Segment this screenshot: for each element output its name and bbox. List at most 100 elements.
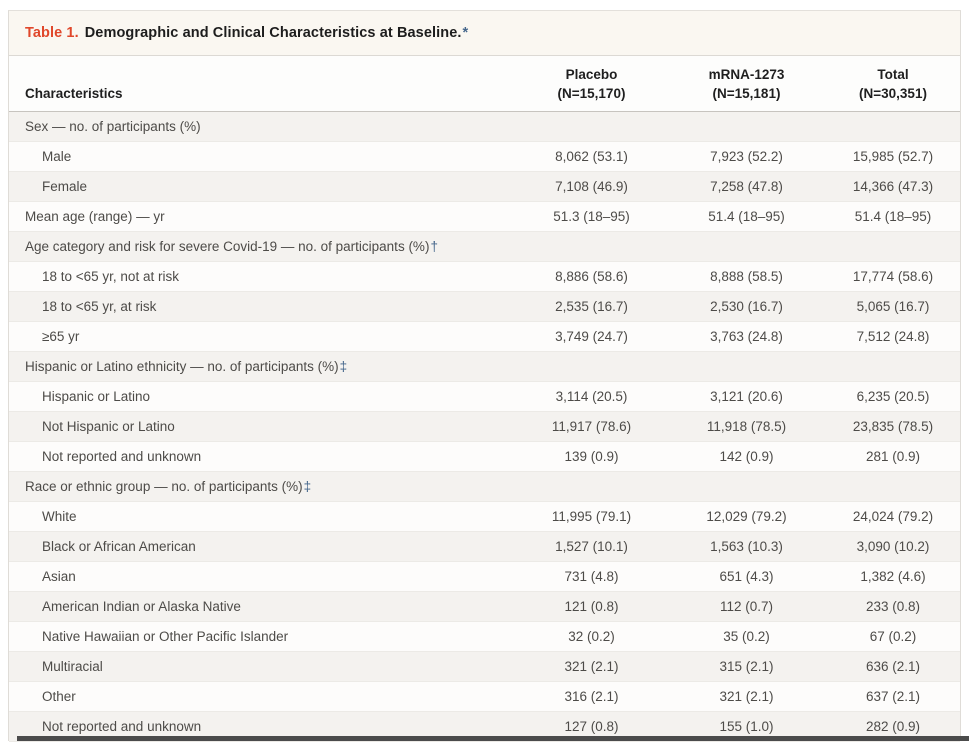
- table-row: Multiracial 321 (2.1) 315 (2.1) 636 (2.1): [9, 652, 960, 682]
- table-title-text: Demographic and Clinical Characteristics…: [84, 25, 462, 41]
- row-value: 7,258 (47.8): [710, 179, 783, 194]
- row-value: 7,108 (46.9): [555, 179, 628, 194]
- column-header-mrna-1273: mRNA-1273 (N=15,181): [669, 65, 824, 111]
- column-header-placebo: Placebo (N=15,170): [514, 65, 669, 111]
- table-row: Other 316 (2.1) 321 (2.1) 637 (2.1): [9, 682, 960, 712]
- row-label: Not Hispanic or Latino: [42, 419, 175, 434]
- row-label: White: [42, 509, 77, 524]
- row-value: 5,065 (16.7): [856, 299, 930, 314]
- row-label: Female: [42, 179, 88, 194]
- table-row: Female 7,108 (46.9) 7,258 (47.8) 14,366 (47…: [9, 172, 960, 202]
- row-value: 51.4 (18–95): [708, 209, 785, 224]
- row-value: 11,995 (79.1): [551, 509, 632, 524]
- table-row: American Indian or Alaska Native 121 (0.8…: [9, 592, 960, 622]
- table-number-label: Table 1.: [25, 25, 79, 41]
- table-row: Not Hispanic or Latino 11,917 (78.6) 11,91…: [9, 412, 960, 442]
- row-value: 67 (0.2): [869, 629, 917, 644]
- row-value: 316 (2.1): [564, 689, 619, 704]
- table-row: Age category and risk for severe Covid-1…: [9, 232, 960, 262]
- group-n: (N=15,181): [712, 86, 781, 102]
- table-title: Table 1. Demographic and Clinical Charac…: [9, 11, 960, 56]
- row-label: Hispanic or Latino ethnicity — no. of pa…: [25, 359, 348, 374]
- column-header-total: Total (N=30,351): [824, 65, 962, 111]
- row-value: 17,774 (58.6): [852, 269, 934, 284]
- title-footnote-asterisk: *: [462, 25, 469, 41]
- table-row: 18 to <65 yr, not at risk 8,886 (58.6) 8,8…: [9, 262, 960, 292]
- row-label: 18 to <65 yr, at risk: [42, 299, 157, 314]
- table-row: ≥65 yr 3,749 (24.7) 3,763 (24.8) 7,512 (24.…: [9, 322, 960, 352]
- row-value: 11,918 (78.5): [706, 419, 787, 434]
- row-value: 139 (0.9): [564, 449, 619, 464]
- table-row: White 11,995 (79.1) 12,029 (79.2) 24,024 (7…: [9, 502, 960, 532]
- table-header-row: Characteristics Placebo (N=15,170) mRNA-…: [9, 56, 960, 112]
- row-value: 24,024 (79.2): [852, 509, 934, 524]
- row-value: 12,029 (79.2): [706, 509, 787, 524]
- row-label: 18 to <65 yr, not at risk: [42, 269, 179, 284]
- row-label: ≥65 yr: [42, 329, 80, 344]
- column-header-characteristics: Characteristics: [25, 86, 123, 102]
- row-label: Age category and risk for severe Covid-1…: [25, 239, 438, 254]
- footnote-marker: †: [430, 239, 438, 254]
- row-value: 637 (2.1): [865, 689, 921, 704]
- footnote-marker: ‡: [339, 359, 348, 374]
- row-value: 8,886 (58.6): [555, 269, 628, 284]
- row-label: Mean age (range) — yr: [25, 209, 165, 224]
- row-value: 3,121 (20.6): [710, 389, 783, 404]
- group-name: mRNA-1273: [708, 66, 785, 82]
- row-value: 11,917 (78.6): [551, 419, 632, 434]
- row-value: 155 (1.0): [719, 719, 774, 734]
- footnote-divider: [17, 736, 969, 741]
- row-value: 233 (0.8): [865, 599, 921, 614]
- row-label: Not reported and unknown: [42, 449, 202, 464]
- table-row: Hispanic or Latino 3,114 (20.5) 3,121 (20.…: [9, 382, 960, 412]
- row-value: 32 (0.2): [568, 629, 615, 644]
- group-name: Placebo: [565, 66, 618, 82]
- row-value: 3,763 (24.8): [710, 329, 783, 344]
- row-value: 2,535 (16.7): [555, 299, 628, 314]
- row-label: Multiracial: [42, 659, 103, 674]
- row-value: 15,985 (52.7): [852, 149, 934, 164]
- group-name: Total: [877, 66, 909, 82]
- row-label: Other: [42, 689, 76, 704]
- baseline-characteristics-table: Table 1. Demographic and Clinical Charac…: [8, 10, 969, 742]
- group-n: (N=15,170): [557, 86, 626, 102]
- row-value: 1,382 (4.6): [860, 569, 926, 584]
- row-value: 3,749 (24.7): [555, 329, 628, 344]
- row-value: 6,235 (20.5): [856, 389, 930, 404]
- row-label: Hispanic or Latino: [42, 389, 151, 404]
- table-body: Sex — no. of participants (%) Male 8,062 (…: [9, 112, 960, 742]
- row-value: 3,114 (20.5): [555, 389, 628, 404]
- footnote-marker: ‡: [303, 479, 312, 494]
- row-value: 7,512 (24.8): [856, 329, 930, 344]
- row-value: 636 (2.1): [865, 659, 921, 674]
- row-value: 1,563 (10.3): [710, 539, 783, 554]
- table-row: Mean age (range) — yr 51.3 (18–95) 51.4 (1…: [9, 202, 960, 232]
- row-value: 142 (0.9): [719, 449, 774, 464]
- row-value: 35 (0.2): [723, 629, 770, 644]
- row-value: 14,366 (47.3): [852, 179, 934, 194]
- row-value: 3,090 (10.2): [856, 539, 930, 554]
- row-value: 127 (0.8): [564, 719, 619, 734]
- row-value: 1,527 (10.1): [555, 539, 628, 554]
- row-label: Native Hawaiian or Other Pacific Islande…: [42, 629, 289, 644]
- row-value: 51.4 (18–95): [854, 209, 932, 224]
- table-row: Asian 731 (4.8) 651 (4.3) 1,382 (4.6): [9, 562, 960, 592]
- row-label: American Indian or Alaska Native: [42, 599, 241, 614]
- table-row: Native Hawaiian or Other Pacific Islande…: [9, 622, 960, 652]
- row-value: 2,530 (16.7): [710, 299, 783, 314]
- row-label: Race or ethnic group — no. of participan…: [25, 479, 312, 494]
- table-row: Not reported and unknown 139 (0.9) 142 (0.…: [9, 442, 960, 472]
- row-value: 23,835 (78.5): [852, 419, 934, 434]
- row-value: 121 (0.8): [564, 599, 619, 614]
- row-value: 282 (0.9): [865, 719, 921, 734]
- table-row: Black or African American 1,527 (10.1) 1,5…: [9, 532, 960, 562]
- row-value: 8,888 (58.5): [710, 269, 783, 284]
- row-value: 281 (0.9): [865, 449, 921, 464]
- row-value: 112 (0.7): [719, 599, 774, 614]
- row-label: Sex — no. of participants (%): [25, 119, 201, 134]
- row-value: 321 (2.1): [719, 689, 774, 704]
- table-row: Male 8,062 (53.1) 7,923 (52.2) 15,985 (52.7…: [9, 142, 960, 172]
- row-label: Black or African American: [42, 539, 196, 554]
- row-value: 8,062 (53.1): [555, 149, 628, 164]
- row-value: 651 (4.3): [719, 569, 774, 584]
